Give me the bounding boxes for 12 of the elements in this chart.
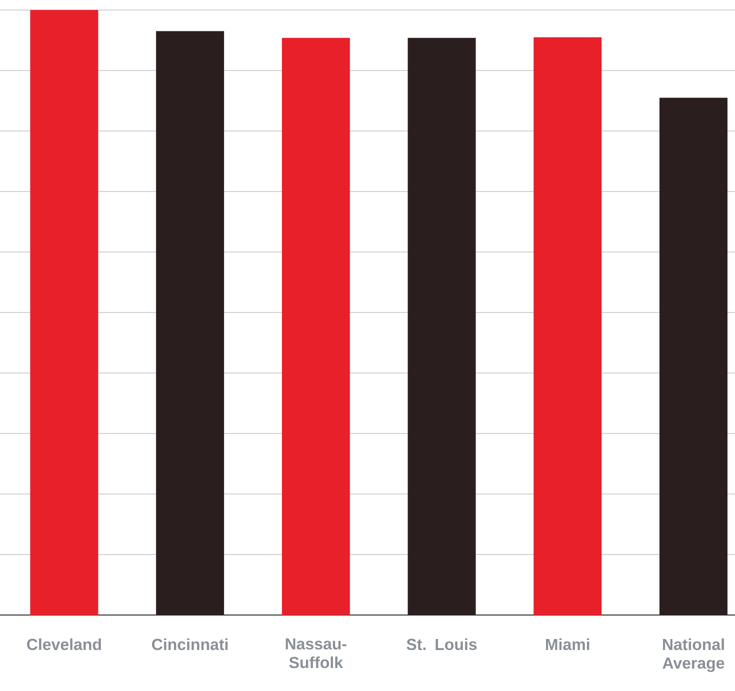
x-tick-label: Miami: [546, 638, 590, 650]
bar: [30, 10, 98, 615]
x-tick-label: Cleveland: [27, 638, 101, 650]
x-tick-label: St. Louis: [406, 638, 477, 650]
x-tick-label: Nassau-Suffolk: [286, 638, 346, 668]
x-tick-label: National Average: [662, 638, 724, 672]
bar: [156, 31, 224, 615]
bar: [659, 98, 728, 615]
bar: [282, 38, 350, 615]
bar: [534, 37, 602, 615]
bar: [408, 38, 476, 615]
x-tick-label: Cincinnati: [152, 638, 228, 650]
